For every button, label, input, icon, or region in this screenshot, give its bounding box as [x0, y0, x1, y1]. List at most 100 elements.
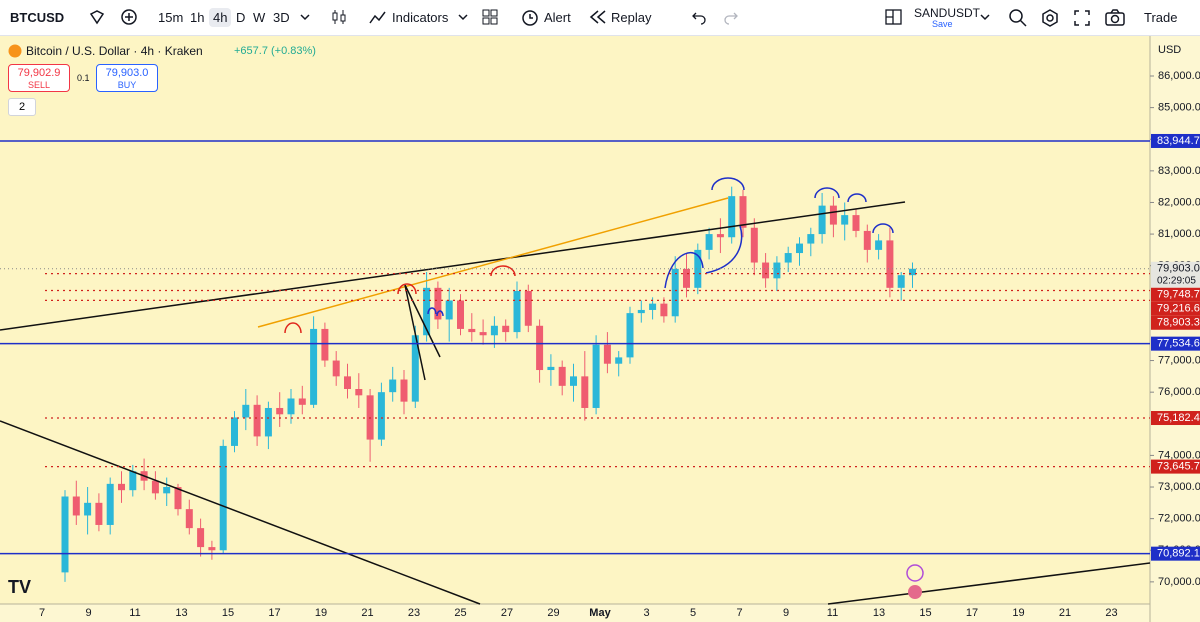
interval[interactable]: 1h: [190, 10, 205, 25]
candle-body: [106, 483, 114, 525]
icon[interactable]: [120, 8, 138, 26]
arc: [490, 265, 516, 277]
icon[interactable]: [481, 8, 499, 26]
buy-label: BUY: [117, 80, 137, 90]
trend-line: [257, 197, 729, 328]
symbol[interactable]: BTCUSD: [10, 10, 65, 25]
x-tick-label: 29: [547, 607, 559, 619]
candle-body: [231, 417, 238, 446]
arc: [705, 225, 743, 274]
candle-body: [185, 509, 193, 529]
y-tick-label: 70,000.0: [1158, 576, 1200, 588]
x-tick-label: 5: [690, 607, 696, 619]
candle-body: [208, 547, 216, 551]
x-tick-label: 23: [408, 607, 420, 619]
buy-button[interactable]: 79,903.0 BUY: [96, 64, 158, 92]
spread: 0.1: [77, 73, 90, 83]
arc: [664, 251, 704, 289]
toolbar: BTCUSD 15m 1h 4h D W 3D Indicators Alert…: [0, 0, 1200, 36]
replay[interactable]: Replay: [611, 10, 652, 25]
icon[interactable]: [1008, 8, 1028, 28]
interval[interactable]: 15m: [158, 10, 184, 25]
candle-body: [502, 325, 510, 333]
icon[interactable]: [690, 8, 708, 26]
indicators[interactable]: Indicators: [392, 10, 449, 25]
candle-body: [886, 240, 894, 288]
x-tick-label: 11: [129, 607, 140, 619]
interval[interactable]: 4h: [209, 8, 232, 27]
interval[interactable]: 3D: [273, 10, 290, 25]
candle-body: [750, 227, 758, 263]
candle-body: [118, 483, 125, 491]
trend-line: [404, 284, 441, 358]
price-label-box: [1151, 315, 1200, 330]
price-line-label: 73,645.7: [1157, 461, 1200, 473]
icon[interactable]: [906, 564, 924, 582]
x-tick-label: 15: [222, 607, 234, 619]
price-line-label: 75,182.4: [1157, 412, 1200, 424]
candle-body: [389, 379, 397, 393]
candle-body: [807, 234, 815, 244]
icon[interactable]: [908, 585, 922, 599]
candle-body: [570, 376, 577, 386]
sell-button[interactable]: 79,902.9 SELL: [8, 64, 70, 92]
candle-body: [457, 300, 464, 329]
icon[interactable]: [884, 8, 904, 26]
icon: [724, 12, 738, 25]
candle-body: [434, 287, 442, 320]
candle-body: [197, 528, 205, 548]
candle-body: [728, 196, 736, 238]
interval[interactable]: D: [236, 10, 246, 25]
alert[interactable]: Alert: [544, 10, 571, 25]
candle-body: [468, 328, 476, 333]
candle-body: [84, 502, 92, 516]
trade[interactable]: Trade: [1144, 10, 1178, 25]
candle-body: [705, 234, 713, 250]
candle-body: [264, 407, 272, 437]
price-label-box: [1151, 411, 1200, 426]
candle-body: [332, 360, 340, 377]
icon[interactable]: [298, 8, 312, 26]
candle-body: [592, 344, 600, 408]
icon[interactable]: [978, 8, 992, 26]
icon[interactable]: [1104, 8, 1126, 28]
indicator-toggle[interactable]: 2: [8, 98, 36, 116]
x-tick-label: 3: [643, 607, 649, 619]
candle-body: [863, 230, 871, 250]
candle-body: [423, 287, 431, 336]
candle-body: [400, 379, 408, 402]
candle-body: [558, 366, 566, 386]
candle-body: [151, 480, 159, 494]
y-tick-label: 85,000.0: [1158, 102, 1200, 114]
sell-price: 79,902.9: [17, 67, 61, 79]
icon[interactable]: [330, 8, 348, 26]
price-line-label: 78,903.3: [1157, 317, 1200, 329]
layout-name[interactable]: SANDUSDT: [914, 6, 981, 20]
candle-body: [762, 262, 770, 279]
icon[interactable]: [520, 8, 540, 26]
candle-body: [298, 398, 306, 405]
x-tick-label: 25: [454, 607, 466, 619]
icon[interactable]: [588, 8, 608, 26]
trend-line: [827, 562, 1151, 605]
x-tick-label: 7: [39, 607, 45, 619]
arc: [847, 193, 867, 203]
price-line-label: 83,944.7: [1157, 135, 1200, 147]
y-tick-label: 74,000.0: [1158, 449, 1200, 461]
icon[interactable]: [88, 8, 106, 26]
save[interactable]: Save: [932, 19, 953, 29]
icon[interactable]: [368, 8, 388, 26]
icon[interactable]: [456, 8, 470, 26]
candle-body: [445, 300, 453, 320]
legend-title: Bitcoin / U.S. Dollar · 4h · Kraken: [26, 44, 203, 58]
y-tick-label: 82,000.0: [1158, 196, 1200, 208]
trend-line: [0, 201, 906, 331]
y-tick-label: 77,000.0: [1158, 354, 1200, 366]
x-tick-label: 21: [1059, 607, 1071, 619]
interval[interactable]: W: [253, 10, 266, 25]
candle-body: [344, 376, 351, 390]
y-tick-label: 72,000.0: [1158, 513, 1200, 525]
candle-body: [524, 290, 532, 326]
icon[interactable]: [1040, 8, 1060, 28]
icon[interactable]: [1072, 8, 1092, 28]
